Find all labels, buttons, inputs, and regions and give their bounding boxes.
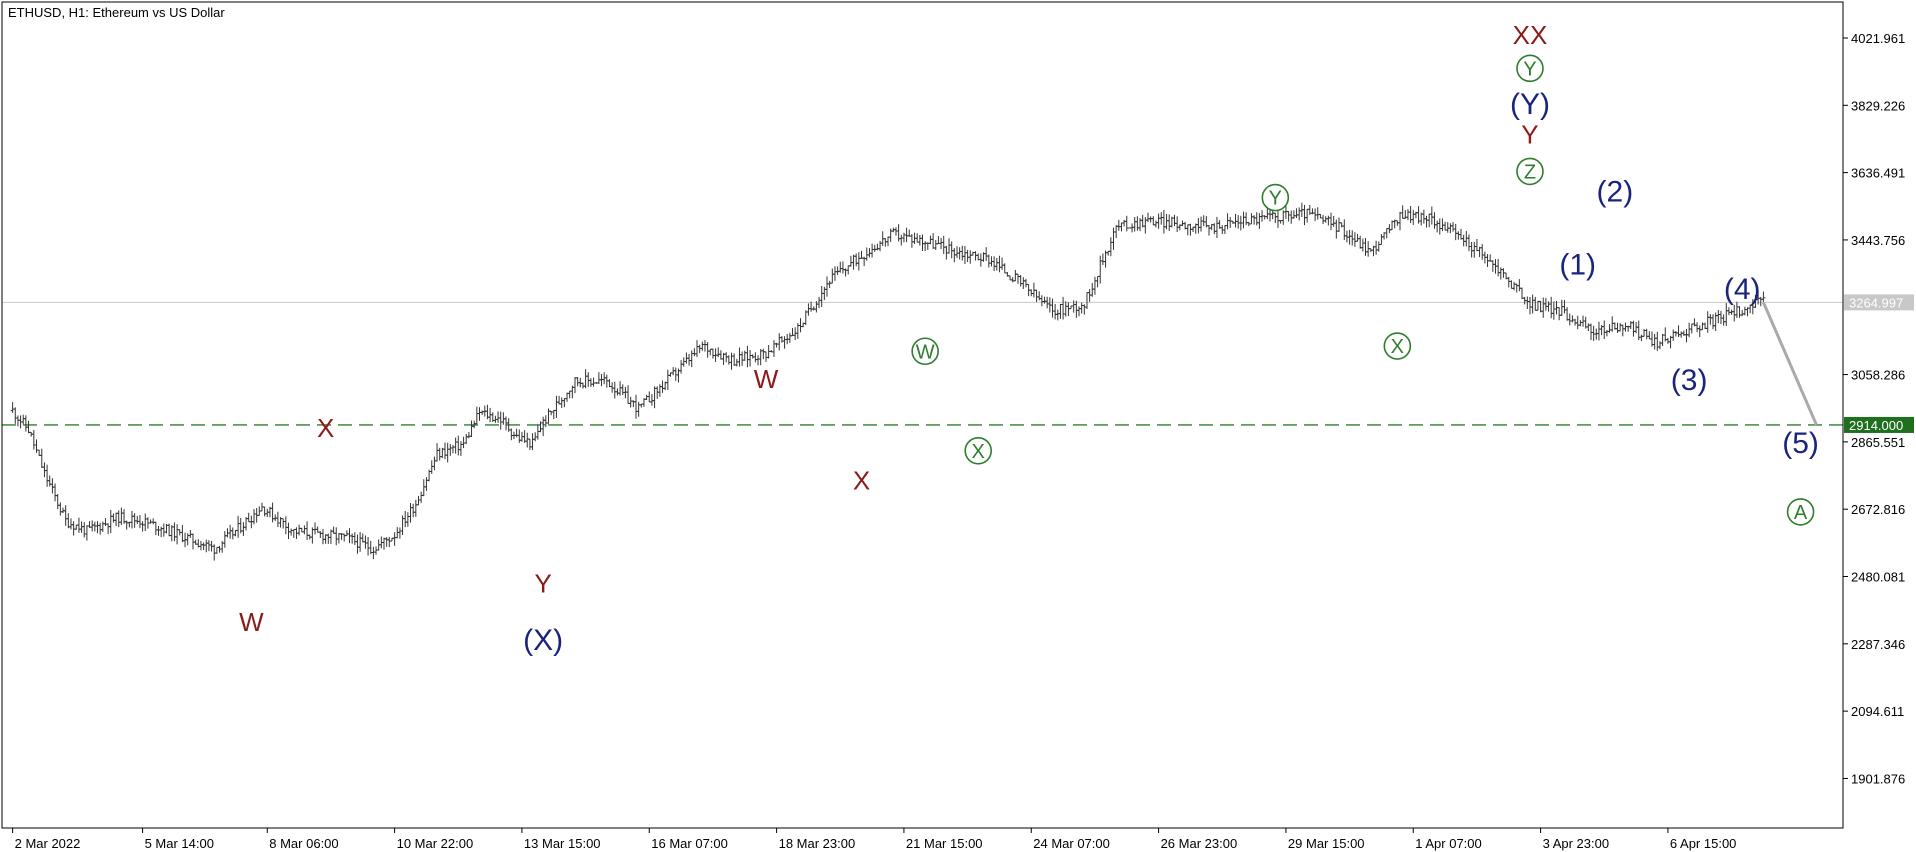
x-tick-label: 3 Apr 23:00 <box>1543 836 1610 851</box>
wave-label: Y <box>1523 58 1536 80</box>
wave-label: Y <box>1521 120 1538 150</box>
x-tick-label: 2 Mar 2022 <box>15 836 81 851</box>
wave-label-circle <box>1516 54 1544 83</box>
y-tick-label: 3443.756 <box>1851 233 1905 248</box>
x-tick-label: 24 Mar 07:00 <box>1033 836 1110 851</box>
x-tick-label: 10 Mar 22:00 <box>397 836 474 851</box>
x-tick-label: 6 Apr 15:00 <box>1670 836 1737 851</box>
x-tick-label: 29 Mar 15:00 <box>1288 836 1365 851</box>
wave-label: Y <box>534 569 551 599</box>
x-tick-label: 5 Mar 14:00 <box>145 836 214 851</box>
wave-label: W <box>916 341 935 363</box>
y-tick-label: 2672.816 <box>1851 502 1905 517</box>
wave-label: Y <box>1269 188 1282 210</box>
wave-label-circle <box>964 436 993 465</box>
current-price-tag-bg <box>1844 294 1914 311</box>
x-tick-label: 13 Mar 15:00 <box>524 836 601 851</box>
wave-label: (3) <box>1671 364 1708 397</box>
price-bars-0 <box>10 402 546 561</box>
plot-frame <box>1 1 1844 829</box>
target-level-tag-bg <box>1844 416 1914 433</box>
wave-label: A <box>1794 502 1808 524</box>
y-tick-label: 2094.611 <box>1851 704 1904 719</box>
wave-label: (X) <box>523 624 563 657</box>
wave-label: X <box>317 413 334 443</box>
wave-label: X <box>972 441 985 463</box>
y-tick-label: 2865.551 <box>1851 435 1905 450</box>
y-tick-label: 3829.226 <box>1851 98 1905 113</box>
wave-label: (5) <box>1782 427 1819 460</box>
price-bars-1 <box>541 202 1766 428</box>
wave-label: (1) <box>1559 249 1596 282</box>
y-tick-label: 3636.491 <box>1851 166 1905 181</box>
current-price-tag: 3264.997 <box>1849 295 1903 310</box>
wave-label: X <box>1391 336 1404 358</box>
wave-label-circle <box>1786 498 1815 526</box>
x-tick-label: 16 Mar 07:00 <box>651 836 728 851</box>
target-level-tag: 2914.000 <box>1849 418 1903 433</box>
y-tick-label: 3058.286 <box>1851 368 1905 383</box>
y-tick-label: 4021.961 <box>1851 31 1905 46</box>
wave-label: (Y) <box>1510 88 1550 121</box>
x-tick-label: 21 Mar 15:00 <box>906 836 983 851</box>
y-tick-label: 1901.876 <box>1851 771 1905 786</box>
projection-line <box>1762 301 1818 426</box>
y-tick-label: 2287.346 <box>1851 637 1905 652</box>
wave-label: W <box>754 364 779 394</box>
wave-label-circle <box>911 337 939 366</box>
wave-label-circle <box>1516 157 1544 186</box>
plot-area[interactable] <box>2 202 1843 561</box>
chart-title: ETHUSD, H1: Ethereum vs US Dollar <box>8 5 225 20</box>
wave-label: X <box>853 465 870 495</box>
wave-label-circle <box>1383 332 1412 360</box>
wave-label: XX <box>1513 20 1548 50</box>
wave-label: Z <box>1524 161 1536 183</box>
y-tick-label: 2480.081 <box>1851 570 1905 585</box>
x-tick-label: 18 Mar 23:00 <box>779 836 856 851</box>
x-tick-label: 1 Apr 07:00 <box>1415 836 1482 851</box>
wave-label-circle <box>1261 183 1290 212</box>
x-tick-label: 26 Mar 23:00 <box>1161 836 1238 851</box>
wave-label: (2) <box>1597 175 1634 208</box>
wave-label: W <box>239 607 264 637</box>
x-tick-label: 8 Mar 06:00 <box>269 836 338 851</box>
wave-label: (4) <box>1724 273 1761 306</box>
